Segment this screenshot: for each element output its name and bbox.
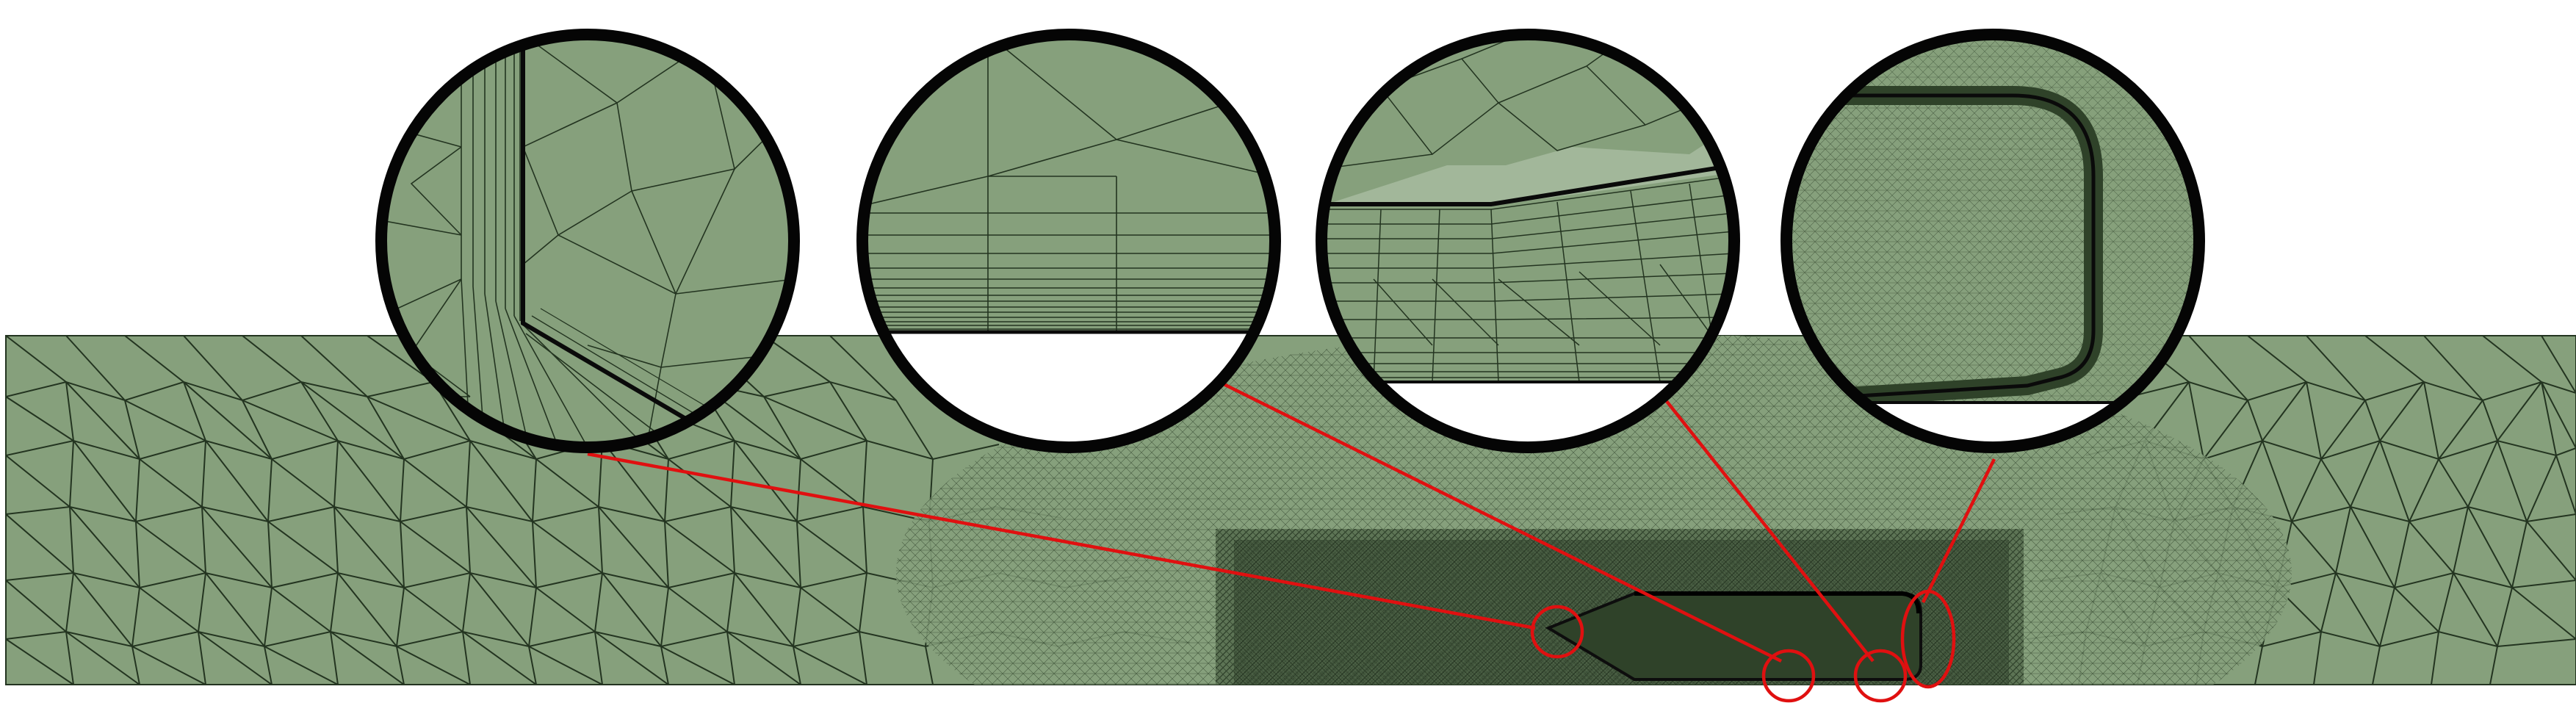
zoom-view-1 <box>375 29 800 453</box>
callout-marker-4 <box>1900 589 1956 689</box>
zoom-view-3 <box>1316 29 1740 453</box>
callout-marker-1 <box>1530 605 1584 659</box>
computational-domain <box>5 335 2576 685</box>
callout-line-4 <box>1921 458 1996 604</box>
callout-line-2 <box>1218 380 1783 663</box>
callout-lines <box>587 380 1996 663</box>
callout-marker-2 <box>1761 649 1816 703</box>
callout-line-3 <box>1664 399 1875 663</box>
callout-marker-3 <box>1853 649 1908 703</box>
callout-markers <box>1530 589 1956 703</box>
callout-line-1 <box>587 452 1536 630</box>
zoom-view-2 <box>856 29 1281 453</box>
